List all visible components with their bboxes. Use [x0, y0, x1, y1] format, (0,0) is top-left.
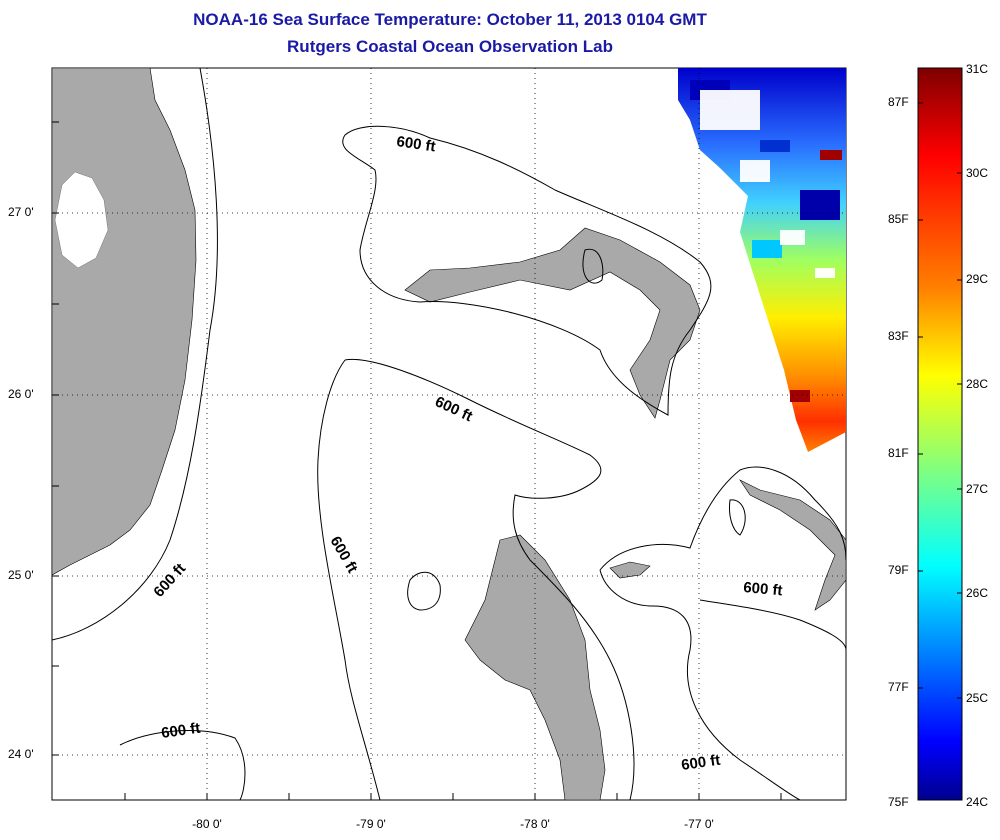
isobath-label: 600 ft: [743, 579, 784, 599]
isobath-lines: [52, 68, 846, 800]
lon-label: -77 0': [684, 817, 714, 831]
lon-label: -80 0': [192, 817, 222, 831]
isobath-label: 600 ft: [160, 720, 201, 742]
colorbar-label-f: 87F: [888, 95, 909, 109]
isobath-label: 600 ft: [680, 752, 721, 774]
colorbar-label-c: 28C: [966, 377, 989, 391]
lake-okeechobee: [54, 171, 109, 269]
map-title: NOAA-16 Sea Surface Temperature: October…: [193, 10, 707, 29]
colorbar-label-f: 85F: [888, 212, 909, 226]
isobath-label: 600 ft: [395, 133, 436, 155]
colorbar-label-c: 27C: [966, 482, 989, 496]
sst-swath: [678, 68, 846, 452]
colorbar-label-f: 81F: [888, 446, 909, 460]
colorbar-label-c: 29C: [966, 272, 989, 286]
lat-label: 24 0': [8, 747, 34, 761]
grand-bahama-land: [404, 227, 701, 419]
colorbar-label-c: 25C: [966, 691, 989, 705]
axis-ticks: [52, 121, 782, 800]
colorbar-label-c: 24C: [966, 795, 989, 809]
lat-label: 25 0': [8, 568, 34, 582]
lat-label: 26 0': [8, 387, 34, 401]
colorbar-label-c: 30C: [966, 166, 989, 180]
new-providence-land: [609, 561, 651, 579]
eleuthera-land: [739, 479, 846, 611]
colorbar-ticks: [918, 102, 962, 699]
colorbar-label-f: 79F: [888, 563, 909, 577]
lon-label: -79 0': [356, 817, 386, 831]
colorbar-label-c: 31C: [966, 62, 989, 76]
colorbar-label-f: 75F: [888, 795, 909, 809]
colorbar: [917, 67, 963, 801]
lat-label: 27 0': [8, 205, 34, 219]
lon-label: -78 0': [520, 817, 550, 831]
map-subtitle: Rutgers Coastal Ocean Observation Lab: [287, 37, 613, 56]
colorbar-label-c: 26C: [966, 586, 989, 600]
colorbar-label-f: 77F: [888, 680, 909, 694]
colorbar-label-f: 83F: [888, 329, 909, 343]
graticule: [52, 68, 846, 800]
